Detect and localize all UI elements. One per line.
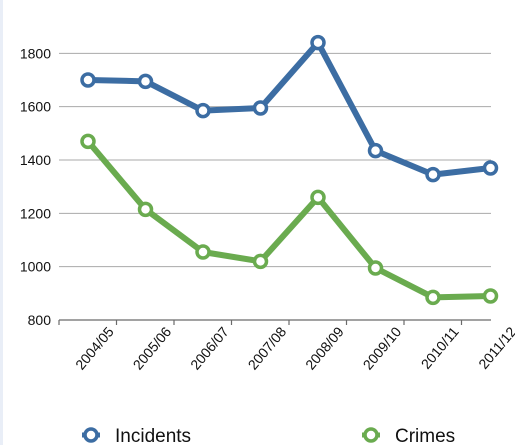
x-tick-label-2010-11: 2010/11 <box>418 323 462 371</box>
y-tick-label-1200: 1200 <box>20 205 51 221</box>
x-tick-label-2011-12: 2011/12 <box>475 323 515 371</box>
y-tick-label-1400: 1400 <box>20 152 51 168</box>
x-tick-label-2009-10: 2009/10 <box>360 323 405 372</box>
data-point-crimes-5 <box>367 260 384 276</box>
data-point-incidents-6 <box>425 166 441 183</box>
data-point-incidents-3 <box>252 100 269 116</box>
data-point-crimes-6 <box>425 289 441 306</box>
series-line-incidents <box>85 39 494 178</box>
y-tick-label-1000: 1000 <box>20 259 51 275</box>
x-tick-label-2004-05: 2004/05 <box>72 323 117 372</box>
grid-lines <box>59 52 491 268</box>
y-tick-label-800: 800 <box>28 312 52 328</box>
series-line-crimes <box>85 138 494 301</box>
legend: Incidents Crimes <box>82 426 455 445</box>
data-point-incidents-5 <box>367 142 384 159</box>
data-point-incidents-1 <box>137 73 154 90</box>
axes <box>58 319 491 325</box>
data-point-crimes-0 <box>80 133 96 150</box>
legend-label-crimes: Crimes <box>395 426 455 445</box>
legend-label-incidents: Incidents <box>115 426 191 445</box>
x-tick-label-2005-06: 2005/06 <box>130 323 175 372</box>
y-tick-label-1600: 1600 <box>20 99 51 115</box>
tick-labels: 800 1000 1200 1400 1600 1800 2004/05 2005/06 200… <box>20 45 515 372</box>
data-point-incidents-7 <box>482 160 499 176</box>
data-point-incidents-0 <box>80 72 96 88</box>
x-tick-label-2006-07: 2006/07 <box>187 323 232 372</box>
data-point-crimes-3 <box>252 253 269 270</box>
x-tick-label-2008-09: 2008/09 <box>302 323 347 372</box>
data-point-crimes-4 <box>310 189 326 206</box>
data-point-crimes-7 <box>482 288 499 304</box>
line-chart: 800 1000 1200 1400 1600 1800 2004/05 2005/06 200… <box>20 34 515 445</box>
y-tick-label-1800: 1800 <box>20 45 51 61</box>
data-point-crimes-2 <box>195 244 211 260</box>
data-series <box>80 34 499 306</box>
legend-marker-crimes <box>363 427 379 443</box>
legend-marker-incidents <box>83 427 99 443</box>
data-point-crimes-1 <box>137 201 154 218</box>
x-tick-label-2007-08: 2007/08 <box>245 323 290 372</box>
data-point-incidents-2 <box>195 102 211 119</box>
data-point-incidents-4 <box>310 34 326 51</box>
